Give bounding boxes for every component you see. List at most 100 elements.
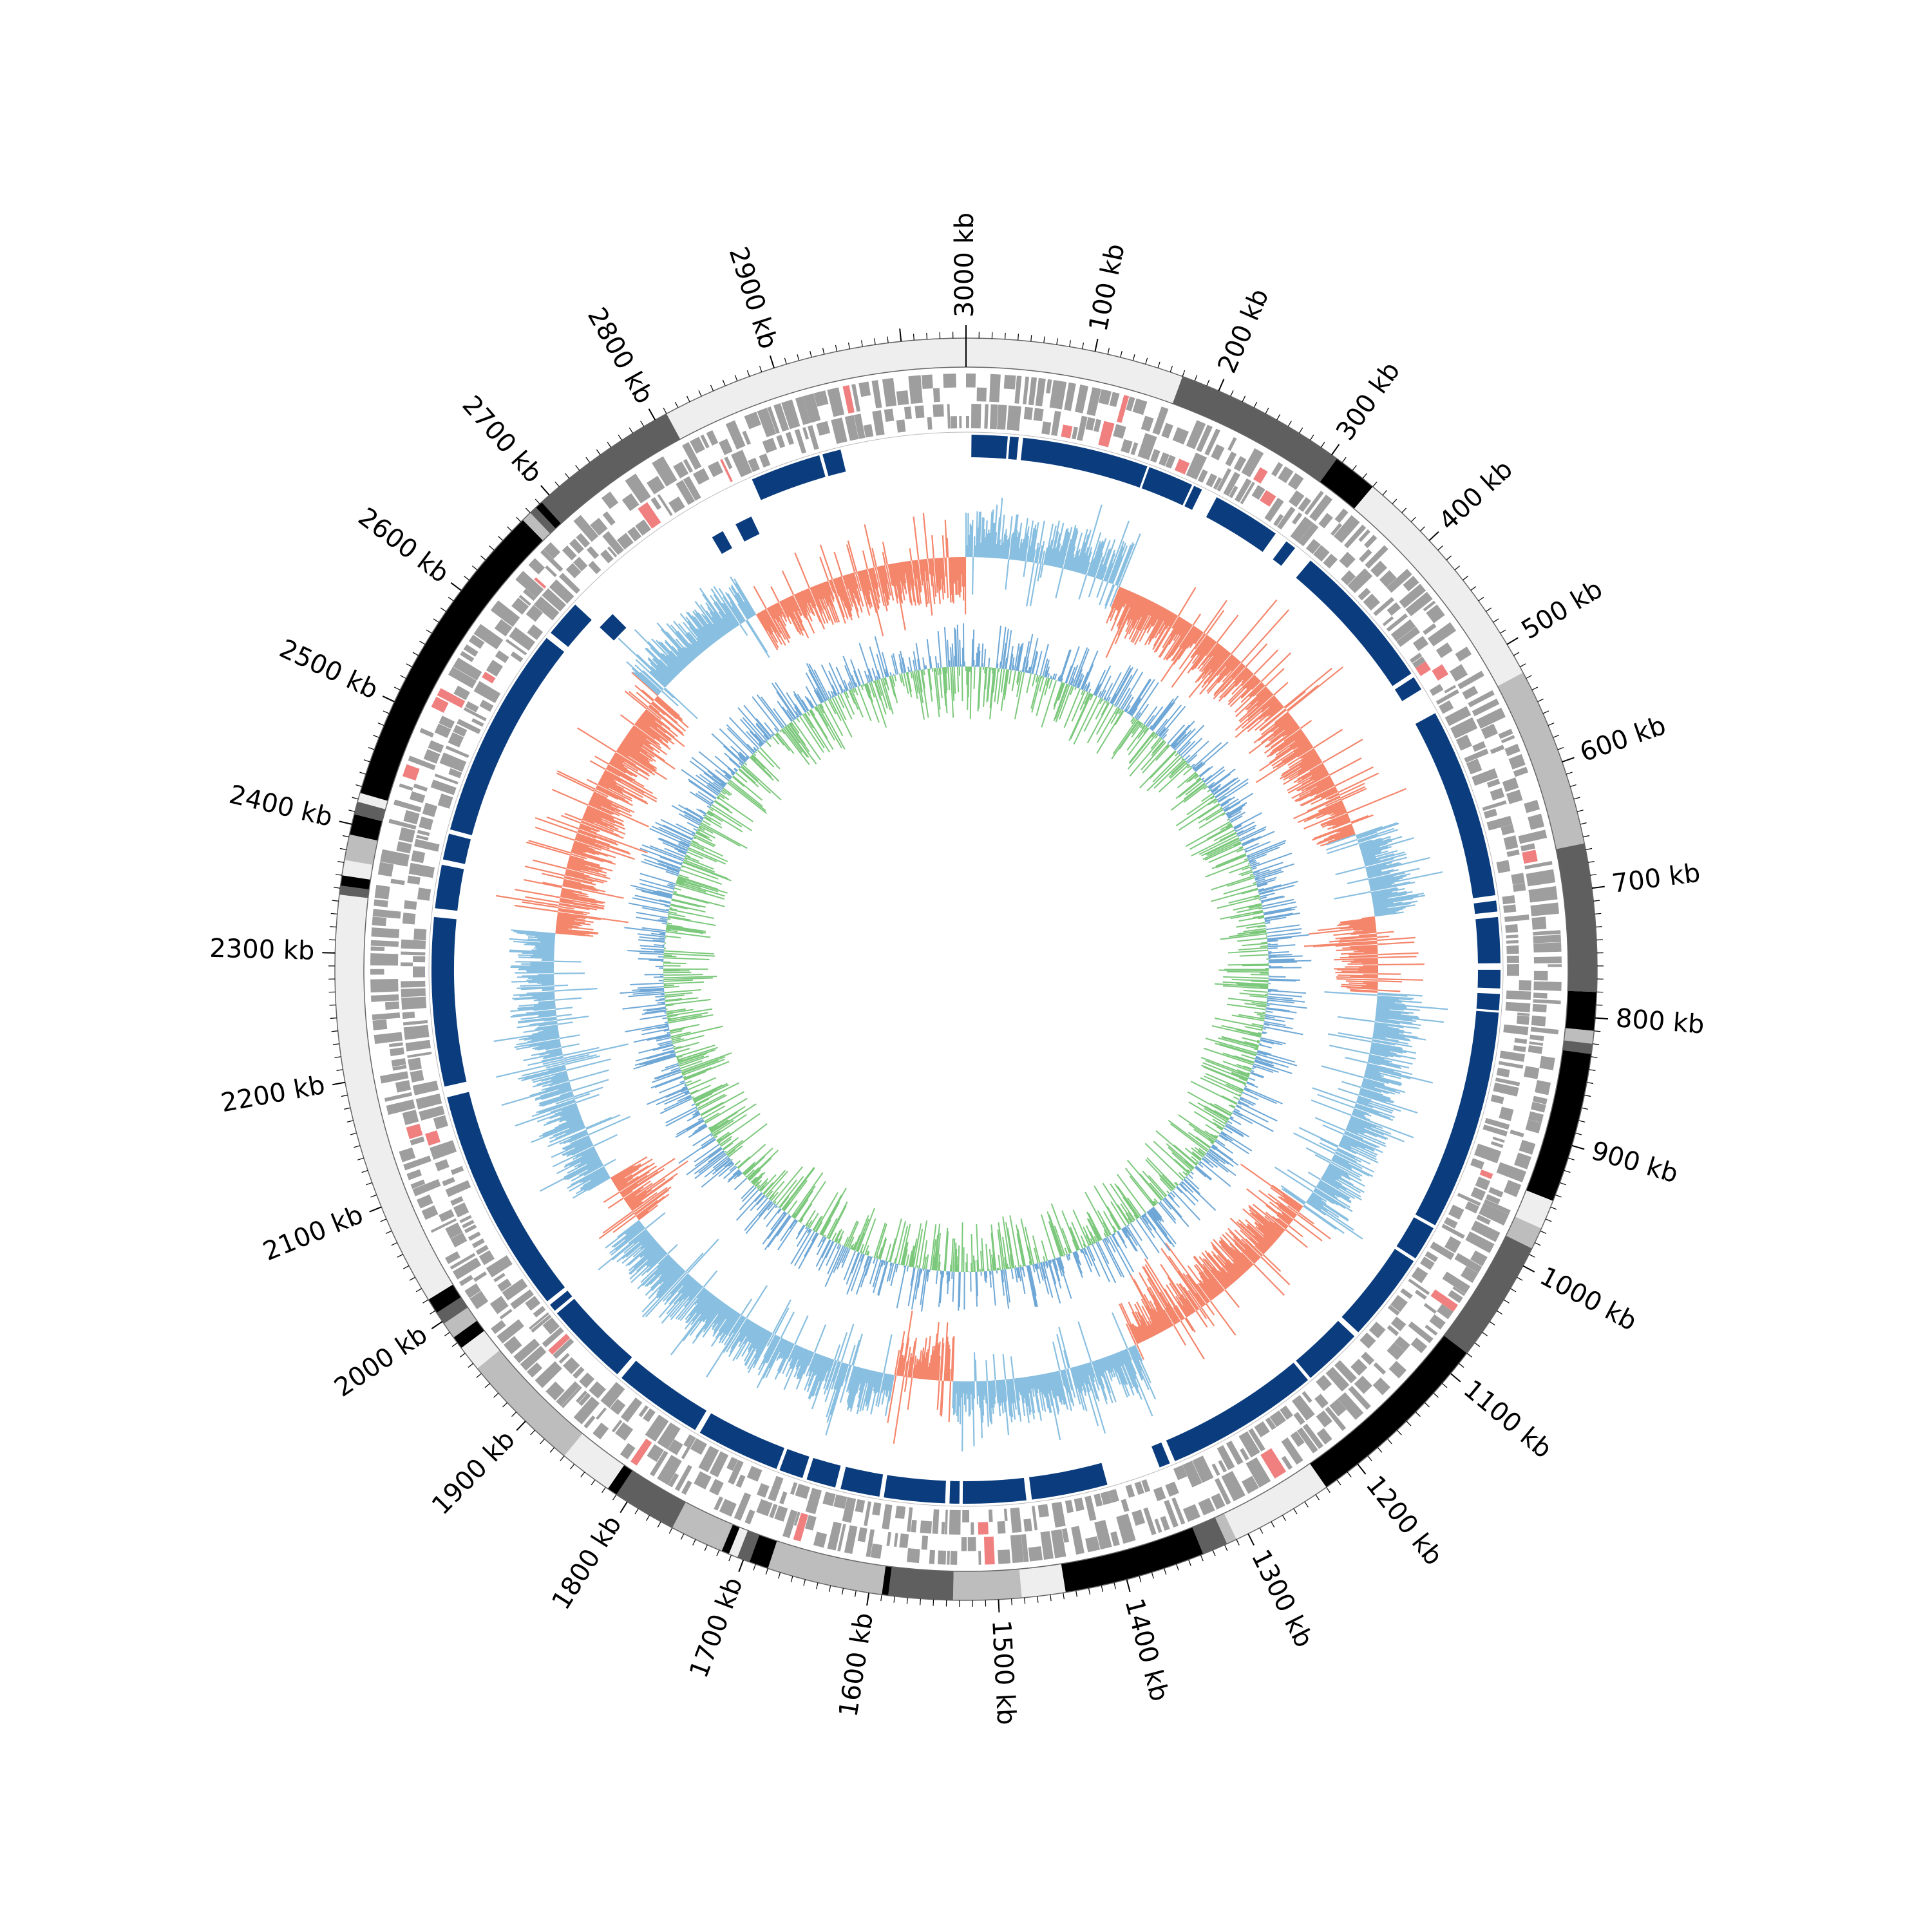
feature-block-reverse	[1516, 1015, 1530, 1025]
gc-skew-bar	[830, 579, 845, 618]
gc-skew-bar	[688, 1283, 701, 1297]
feature-block-forward	[1021, 1534, 1029, 1562]
feature-block-reverse	[1486, 815, 1513, 831]
feature-block-reverse	[978, 1522, 989, 1535]
gc-skew-bar	[531, 1048, 562, 1057]
gc-content-bar	[1070, 693, 1092, 740]
gc-skew-bar	[1321, 1065, 1364, 1079]
gc-content-bar	[1001, 643, 1007, 669]
gc-skew-bar	[762, 1338, 784, 1379]
gc-skew-bar	[1014, 1378, 1022, 1422]
gc-skew-bar	[628, 690, 649, 708]
gc-content-bar	[1065, 665, 1072, 684]
feature-block-forward	[744, 1509, 755, 1525]
gc-content-bar	[1145, 1159, 1175, 1190]
gc-skew-bar	[1368, 875, 1406, 885]
gc-skew-bar	[530, 956, 554, 958]
gc-skew-bar	[1368, 1057, 1410, 1069]
gc-skew-bar	[677, 1276, 693, 1293]
minor-tick	[1271, 1521, 1275, 1528]
gc-skew-bar	[914, 1358, 918, 1379]
minor-tick	[1326, 1487, 1331, 1493]
gc-content-bar	[1086, 683, 1091, 692]
minor-tick	[372, 734, 379, 738]
minor-tick	[1437, 545, 1443, 551]
gc-skew-bar	[670, 1296, 717, 1356]
feature-block-reverse	[1499, 1106, 1514, 1121]
gc-content-bar	[1097, 1241, 1110, 1265]
gc-content-bar	[1129, 738, 1162, 777]
gc-content-bar	[1143, 1213, 1157, 1231]
gc-skew-bar	[726, 592, 746, 622]
gc-skew-bar	[1192, 613, 1202, 626]
gc-skew-bar	[758, 612, 773, 635]
gc-content-bar	[797, 1220, 800, 1222]
gc-skew-bar	[570, 853, 587, 860]
feature-block-reverse	[1206, 473, 1218, 488]
gc-content-bar	[1221, 1036, 1259, 1047]
gc-skew-bar	[1350, 1116, 1377, 1128]
gc-content-bar	[1265, 1008, 1297, 1014]
feature-block-reverse	[497, 1278, 512, 1292]
gc-skew-bar	[1369, 1052, 1388, 1057]
gc-skew-bar	[634, 1189, 669, 1216]
gc-content-bar	[1068, 1253, 1071, 1256]
minor-tick	[887, 336, 889, 343]
gc-content-bar	[1128, 1224, 1130, 1226]
gc-content-bar	[1179, 1172, 1186, 1179]
gc-content-bar	[1257, 1050, 1272, 1056]
gc-skew-bar	[1114, 1353, 1128, 1385]
gc-skew-bar	[1366, 862, 1400, 872]
gc-content-bar	[1236, 1028, 1262, 1036]
tick-label: 2300 kb	[209, 934, 315, 966]
gc-skew-bar	[565, 1137, 591, 1151]
gc-skew-bar	[658, 641, 685, 669]
gc-skew-bar	[1293, 796, 1341, 820]
gc-skew-bar	[1195, 1293, 1206, 1306]
gc-skew-bar	[1377, 995, 1414, 999]
gc-skew-bar	[1318, 829, 1354, 844]
gc-skew-bar	[957, 557, 960, 595]
gc-content-bar	[1237, 1102, 1242, 1105]
gc-skew-bar	[1301, 770, 1328, 786]
gc-skew-bar	[526, 1009, 556, 1014]
gc-skew-bar	[980, 542, 982, 558]
feature-block-forward	[406, 1169, 422, 1180]
minor-tick	[419, 640, 426, 645]
gc-content-bar	[1057, 682, 1065, 701]
gc-content-bar	[1246, 1081, 1255, 1086]
gc-skew-bar	[823, 1359, 835, 1390]
gc-skew-bar	[1266, 731, 1303, 758]
gc-content-bar	[951, 1238, 954, 1272]
gc-content-bar	[1215, 779, 1240, 798]
gc-skew-bar	[1049, 1372, 1059, 1415]
minor-tick	[710, 384, 714, 392]
minor-tick	[1253, 401, 1258, 408]
gc-skew-bar	[1220, 1239, 1249, 1270]
gc-skew-bar	[797, 592, 808, 613]
gc-content-bar	[1266, 1003, 1307, 1009]
gc-skew-bar	[559, 1131, 588, 1145]
gc-skew-bar	[1100, 539, 1116, 580]
feature-block-reverse	[1137, 433, 1157, 460]
feature-block-forward	[793, 1511, 800, 1526]
gc-skew-bar	[999, 544, 1001, 559]
feature-block-reverse	[1218, 1460, 1227, 1473]
feature-block-forward	[384, 1001, 400, 1010]
gc-content-bar	[1256, 876, 1277, 884]
gc-skew-bar	[665, 655, 682, 672]
gc-content-bar	[1264, 908, 1296, 916]
gc-skew-bar	[1313, 1190, 1334, 1204]
feature-block-forward	[431, 696, 449, 713]
feature-block-forward	[596, 1407, 607, 1420]
gc-skew-bar	[1141, 1298, 1160, 1334]
outer-band-segment	[357, 793, 388, 810]
gc-skew-bar	[559, 1108, 579, 1117]
gc-content-bar	[1227, 963, 1269, 966]
gc-skew-bar	[571, 847, 587, 853]
gc-skew-bar	[1146, 606, 1162, 634]
gc-skew-bar	[517, 1016, 557, 1023]
gc-skew-bar	[1140, 1320, 1151, 1339]
gc-skew-bar	[1335, 866, 1366, 876]
gc-skew-bar	[952, 1336, 955, 1381]
